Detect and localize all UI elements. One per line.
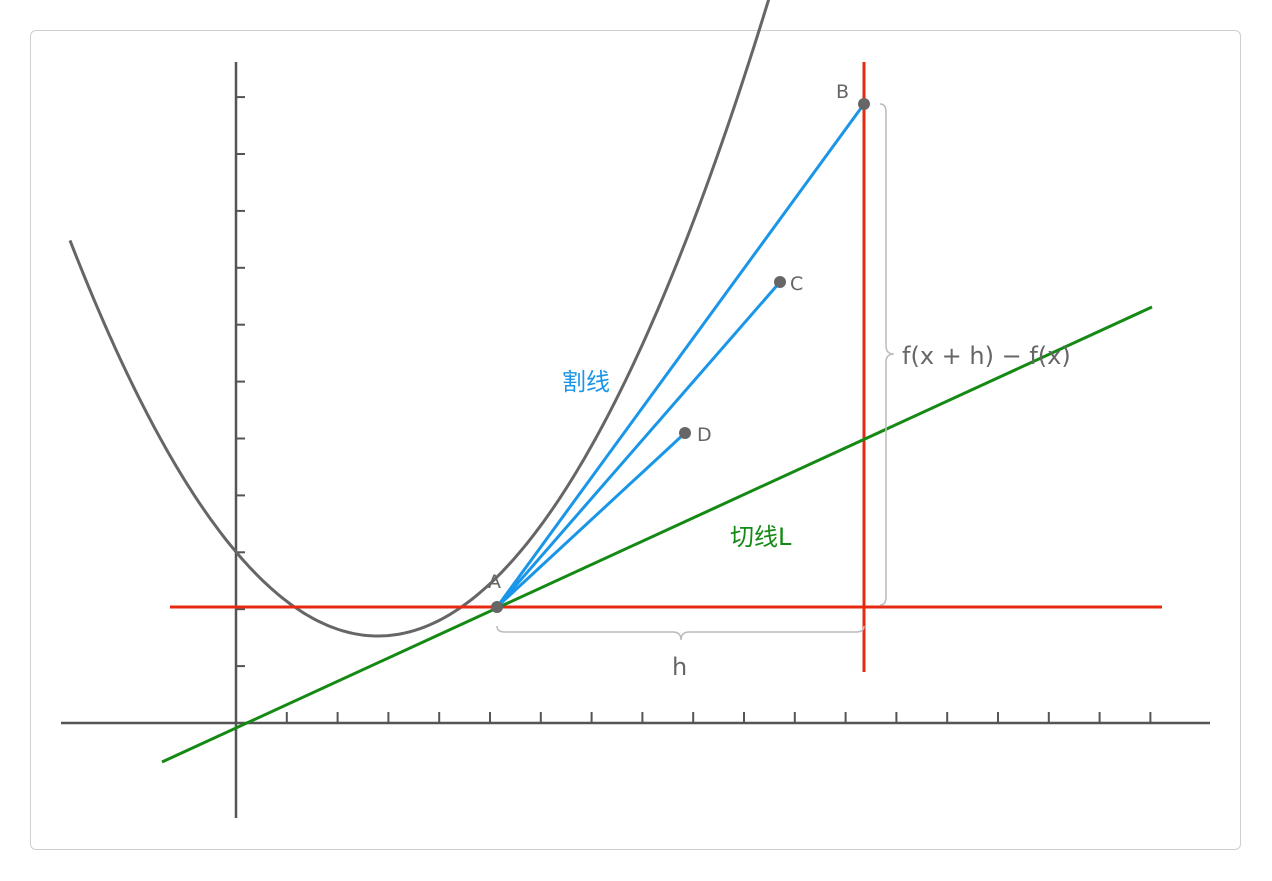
- point-d-label: D: [697, 424, 712, 446]
- point-b: [858, 98, 870, 110]
- point-b-label: B: [836, 81, 849, 103]
- points: [491, 98, 870, 613]
- secant-line-ab: [495, 103, 866, 608]
- y-axis-ticks: [236, 96, 245, 668]
- secant-lines: [495, 103, 866, 609]
- diagram-frame: [30, 30, 1241, 850]
- tangent-line: [161, 305, 1153, 764]
- h-brace: [496, 625, 865, 641]
- axes: [61, 62, 1210, 818]
- tangent-label: 切线L: [730, 523, 792, 551]
- secant-label: 割线: [562, 368, 610, 396]
- function-curve: [68, 0, 771, 638]
- secant-line-ac: [495, 281, 782, 608]
- point-a-label: A: [488, 571, 501, 593]
- point-a: [491, 601, 503, 613]
- point-c-label: C: [790, 273, 803, 295]
- delta-label: f(x + h) − f(x): [902, 342, 1071, 370]
- secant-line-ad: [495, 431, 687, 609]
- x-axis-ticks: [285, 712, 1152, 723]
- h-label: h: [672, 653, 687, 681]
- vertical-brace: [879, 103, 895, 606]
- point-c: [774, 276, 786, 288]
- point-d: [679, 427, 691, 439]
